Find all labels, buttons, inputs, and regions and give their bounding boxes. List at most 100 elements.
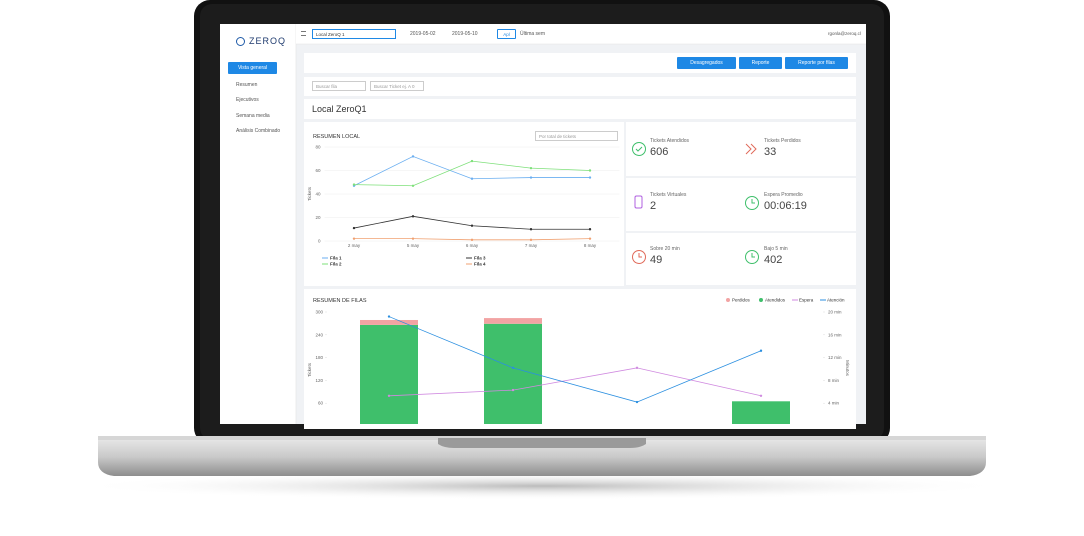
series-line: [353, 215, 590, 230]
card-value: 402: [764, 254, 783, 266]
range-select[interactable]: Última sem: [520, 31, 546, 37]
point: [352, 237, 356, 240]
point: [387, 394, 391, 397]
chart-title: RESUMEN DE FILAS: [313, 298, 367, 304]
line-chart-panel: [304, 122, 624, 286]
point: [352, 226, 356, 230]
card-label: Tickets Atendidos: [650, 138, 690, 144]
point: [352, 183, 356, 186]
point: [411, 155, 415, 158]
point: [588, 169, 592, 172]
y-tick-label: 300: [315, 310, 323, 315]
point: [588, 176, 592, 179]
series-line: [353, 160, 591, 187]
logo: ZEROQ: [249, 36, 287, 46]
date-from[interactable]: 2019-05-02: [410, 31, 436, 37]
point: [635, 400, 639, 404]
y-tick-label: 0: [318, 239, 321, 244]
search-panel: [304, 77, 856, 96]
nav-item[interactable]: Análisis Combinado: [236, 128, 281, 134]
y-tick-label: 120: [315, 378, 323, 383]
y2-axis-title: Minutos: [845, 360, 850, 377]
card-label: Tickets Perdidos: [764, 138, 801, 144]
series-line: [388, 367, 762, 397]
chart-title: RESUMEN LOCAL: [313, 134, 360, 140]
point: [470, 238, 474, 242]
point: [529, 238, 533, 242]
legend-label: Fila 4: [474, 262, 486, 267]
legend-label: Espera: [799, 298, 814, 303]
action-button[interactable]: Reporte por filas: [785, 57, 848, 69]
x-tick-label: 8 may: [584, 243, 597, 248]
point: [470, 159, 474, 163]
bar: [732, 401, 790, 424]
user[interactable]: rgonla@zeroq.cl: [828, 31, 861, 36]
chart-select[interactable]: Por total de tickets: [535, 131, 618, 141]
y-tick-label: 240: [315, 332, 323, 337]
legend-swatch: [759, 298, 763, 302]
card-label: Tickets Virtuales: [650, 192, 687, 198]
bar: [360, 319, 418, 325]
point: [411, 215, 415, 218]
action-button[interactable]: Reporte: [739, 57, 782, 69]
point: [411, 237, 415, 240]
card-value: 49: [650, 254, 663, 266]
x-tick-label: 2 may: [348, 243, 361, 248]
legend-label: Fila 3: [474, 256, 486, 261]
nav-active[interactable]: Vista general: [228, 62, 277, 74]
bar: [360, 324, 418, 424]
x-tick-label: 6 may: [466, 243, 479, 248]
y2-tick-label: 12 min: [828, 355, 842, 360]
card-label: Sobre 20 min: [650, 246, 680, 252]
point: [511, 366, 515, 370]
point: [470, 224, 474, 227]
y-tick-label: 40: [315, 192, 321, 197]
card-row: [626, 178, 856, 231]
chart-layer: RESUMEN LOCAL Tickets 0 20 40 60 80 2 may 5 may 6…: [307, 134, 850, 426]
bar: [484, 323, 542, 424]
legend-label: Atención: [827, 298, 845, 303]
nav-item[interactable]: Semana media: [236, 113, 270, 119]
y-tick-label: 60: [315, 168, 321, 173]
local-select[interactable]: Local ZeroQ 1: [312, 29, 396, 39]
point: [759, 394, 763, 397]
nav-item[interactable]: Ejecutivos: [236, 97, 259, 103]
date-to[interactable]: 2019-05-10: [452, 31, 478, 37]
card-value: 00:06:19: [764, 200, 807, 212]
y-tick-label: 80: [315, 145, 321, 150]
legend-label: Atendidos: [765, 298, 786, 303]
action-button[interactable]: Desagregados: [677, 57, 736, 69]
card-label: Espera Promedio: [764, 192, 803, 198]
x-tick-label: 5 may: [407, 243, 420, 248]
point: [387, 315, 391, 318]
card-value: 2: [650, 200, 657, 212]
point: [635, 366, 639, 370]
bar: [608, 425, 666, 426]
card-icons: [632, 142, 759, 264]
heading-panel: [304, 99, 856, 119]
y2-tick-label: 16 min: [828, 332, 842, 337]
card-value: 606: [650, 146, 669, 158]
nav-item[interactable]: Resumen: [236, 82, 258, 88]
y2-tick-label: 4 min: [828, 401, 840, 406]
legend-swatch: [726, 298, 730, 302]
menu-icon[interactable]: [301, 31, 306, 36]
apply-button[interactable]: Apl: [497, 29, 516, 39]
y2-tick-label: 8 min: [828, 378, 840, 383]
point: [588, 237, 592, 240]
y2-tick-label: 20 min: [828, 310, 842, 315]
card-row: [626, 122, 856, 176]
card-value: 33: [764, 146, 777, 158]
y-axis-title: Tickets: [307, 186, 312, 201]
point: [529, 166, 533, 170]
point: [529, 176, 533, 179]
search-input[interactable]: Buscar Ticket ej. A 0: [370, 81, 424, 91]
y-axis-title: Tickets: [307, 362, 312, 377]
point: [411, 184, 415, 187]
heading: Local ZeroQ1: [312, 104, 367, 114]
logo-icon: [236, 37, 245, 46]
search-input[interactable]: Buscar fila: [312, 81, 366, 91]
series-line: [388, 316, 762, 403]
